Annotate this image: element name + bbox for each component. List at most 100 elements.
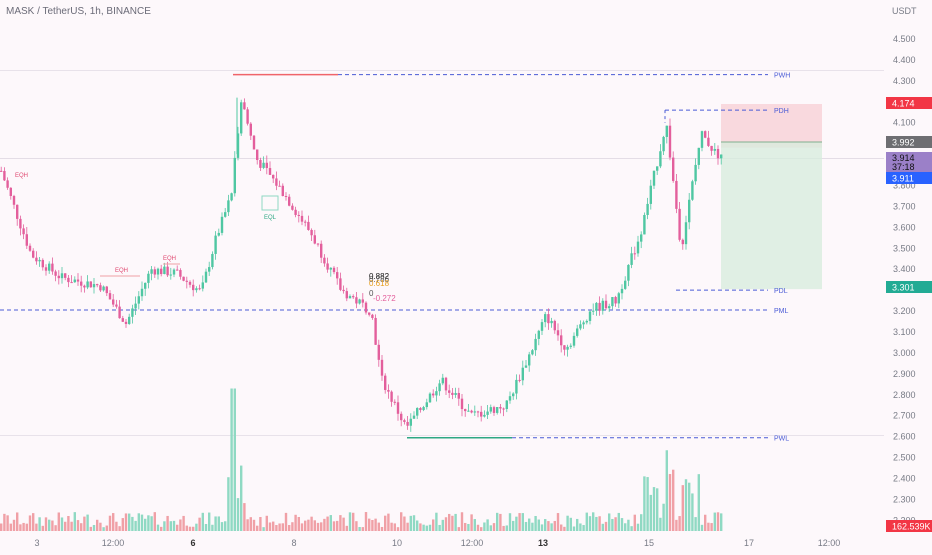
candle <box>473 411 476 413</box>
volume-bar <box>342 517 345 531</box>
candle <box>668 125 672 158</box>
pdh-label: PDH <box>774 108 789 115</box>
candle <box>636 241 640 254</box>
volume-bar <box>416 520 419 531</box>
volume-bar <box>470 514 473 531</box>
candle <box>336 272 339 279</box>
last-close-badge-bg <box>886 172 932 184</box>
candle <box>227 200 230 213</box>
candle <box>140 288 144 297</box>
candle <box>572 335 576 346</box>
candle <box>268 168 272 175</box>
candle <box>553 320 556 331</box>
candle <box>649 185 652 204</box>
candle <box>86 281 89 288</box>
candle <box>678 208 681 240</box>
volume-bar <box>508 513 512 531</box>
candle <box>624 280 627 289</box>
volume-bar <box>201 512 204 531</box>
volume-bar <box>691 493 694 531</box>
volume-bar <box>361 527 364 531</box>
price-tick: 4.300 <box>893 76 916 86</box>
candle <box>566 346 569 350</box>
volume-bar <box>537 519 540 531</box>
volume-bar <box>73 512 76 531</box>
volume-bar <box>364 512 368 531</box>
candle <box>99 285 102 291</box>
volume-bar <box>412 515 416 531</box>
candle <box>534 338 537 351</box>
volume-bar <box>409 515 412 531</box>
candle <box>419 408 422 411</box>
candle <box>3 170 6 181</box>
price-tick: 3.500 <box>893 243 916 253</box>
volume-bar <box>6 515 9 531</box>
candle <box>576 328 579 336</box>
candle <box>300 215 304 222</box>
candle <box>28 245 32 251</box>
candle <box>601 300 604 311</box>
candle <box>697 147 700 165</box>
candle <box>176 269 179 271</box>
volume-bar <box>3 513 6 531</box>
candle <box>665 125 668 137</box>
last-close-badge: 3.911 <box>892 174 914 184</box>
volume-bar <box>406 522 409 531</box>
eqh-marker: EQH <box>115 268 128 274</box>
volume-bar <box>512 520 515 531</box>
volume-bar <box>665 450 668 531</box>
time-tick: 10 <box>392 538 402 548</box>
candle <box>656 166 659 171</box>
fib-0: 0 <box>369 289 374 298</box>
candle <box>195 288 198 291</box>
volume-bar <box>553 520 556 531</box>
candle <box>144 282 147 289</box>
volume-bar <box>563 526 566 531</box>
candle <box>265 162 268 169</box>
candle <box>12 196 16 205</box>
volume-bar <box>643 476 646 531</box>
price-axis[interactable]: USDT4.5004.4004.3004.2004.1004.0003.9003… <box>884 0 932 550</box>
price-axis-bg <box>884 0 932 550</box>
candle <box>297 214 300 216</box>
volume-bar <box>649 494 652 531</box>
volume-bar <box>377 522 380 531</box>
candle <box>80 281 83 286</box>
candle <box>521 367 524 381</box>
candle <box>492 407 496 413</box>
candle <box>688 199 691 223</box>
candle <box>604 300 608 309</box>
volume-bar <box>172 520 176 531</box>
time-axis[interactable]: 3 12:00 6 8 10 12:00 13 15 17 12:00 <box>34 538 840 548</box>
volume-bar <box>320 522 323 531</box>
volume-bar <box>310 516 313 531</box>
volume-bar <box>169 521 172 531</box>
volume-bar <box>675 519 678 531</box>
candle <box>460 398 464 410</box>
volume-bar <box>275 525 278 531</box>
volume-bar <box>38 517 41 531</box>
candle <box>720 154 723 159</box>
candle <box>96 284 99 286</box>
candle <box>278 185 281 187</box>
volume-bar <box>217 516 220 531</box>
volume-bar <box>188 526 192 531</box>
volume-bar <box>681 485 684 531</box>
candle <box>444 377 448 391</box>
volume-bar <box>432 519 435 531</box>
volume-bar <box>598 516 601 531</box>
volume-bar <box>422 524 425 531</box>
volume-bar <box>211 524 214 531</box>
candle <box>9 187 12 197</box>
candle <box>259 159 262 168</box>
volume-bar <box>678 516 681 531</box>
volume-bar <box>192 526 195 531</box>
candle <box>272 174 275 179</box>
volume-bar <box>694 517 697 531</box>
candle <box>374 317 377 345</box>
volume-bar <box>195 523 198 531</box>
candle <box>182 276 185 281</box>
price-tick: 4.500 <box>893 34 916 44</box>
